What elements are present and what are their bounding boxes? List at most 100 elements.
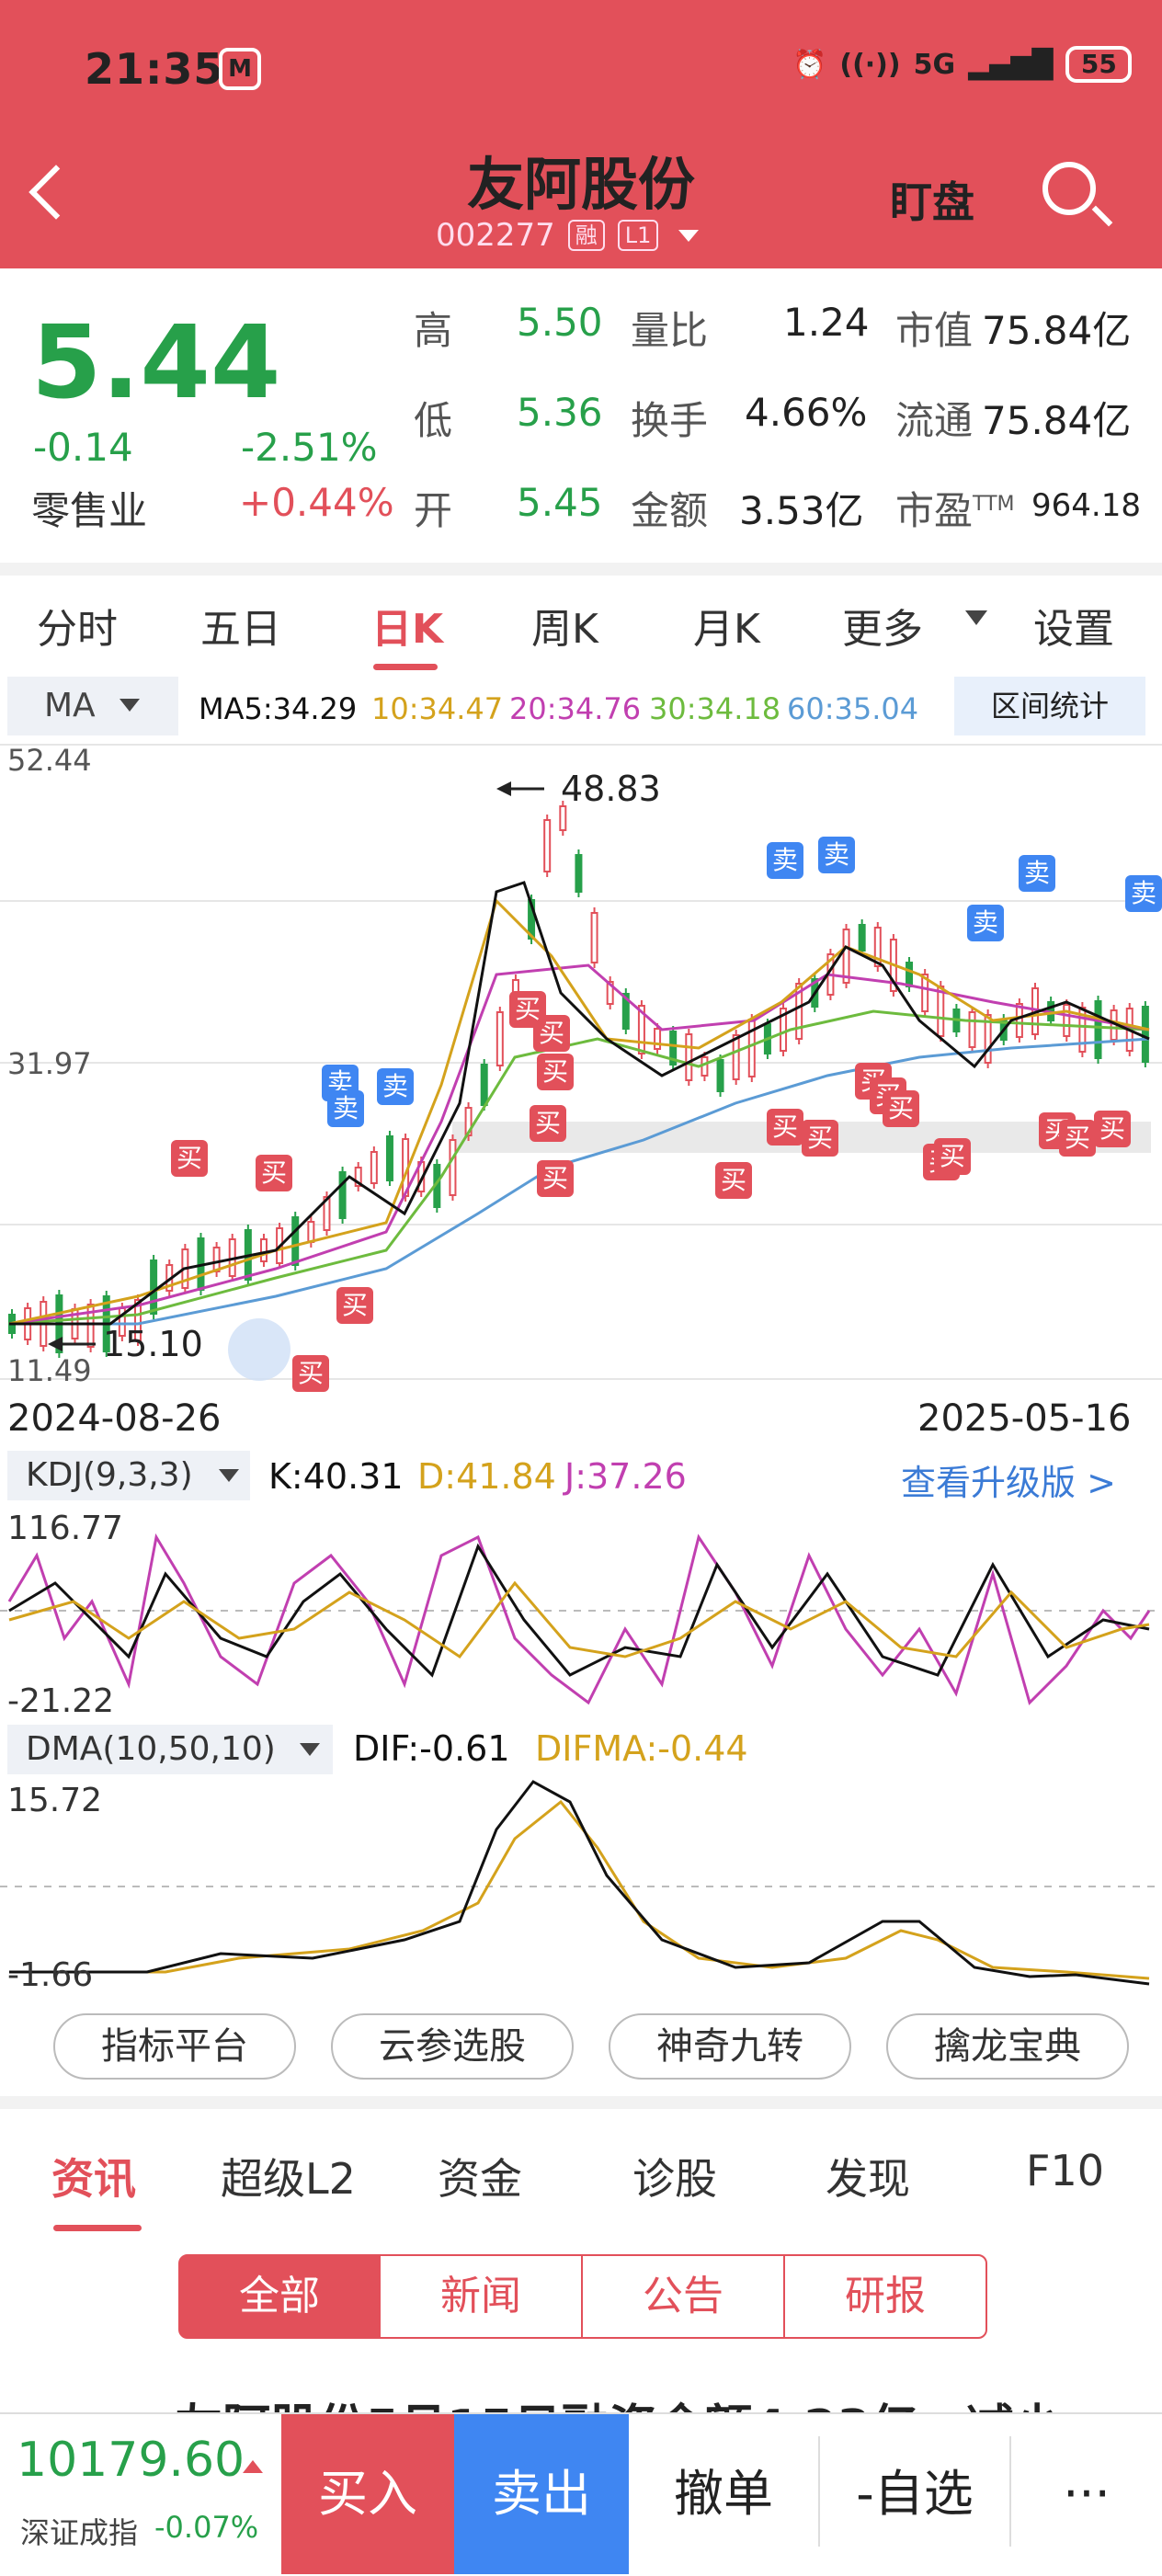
news-tab-funds[interactable]: 资金 (438, 2154, 522, 2204)
tab-monthly-k[interactable]: 月K (693, 606, 760, 653)
buy-signal-badge[interactable]: 买 (336, 1287, 373, 1324)
news-tab-info[interactable]: 资讯 (51, 2154, 136, 2204)
current-price: 5.44 (31, 303, 281, 421)
buy-signal-badge[interactable]: 买 (533, 1015, 570, 1052)
float-label: 流通 (895, 398, 974, 443)
news-headline[interactable]: 友阿股份5月15日融资余额4.23亿，减少 (175, 2388, 1094, 2416)
magic-nine-button[interactable]: 神奇九转 (609, 2013, 851, 2080)
dma-dif: DIF:-0.61 (353, 1728, 510, 1769)
buy-signal-badge[interactable]: 买 (292, 1355, 329, 1392)
kline-high-mark: 48.83 (561, 769, 661, 809)
buy-signal-badge[interactable]: 买 (530, 1105, 566, 1142)
sell-signal-badge[interactable]: 卖 (1125, 875, 1162, 912)
buy-signal-badge[interactable]: 买 (171, 1140, 208, 1177)
kdj-chart[interactable] (0, 1500, 1162, 1721)
kdj-selector-button[interactable]: KDJ(9,3,3) (7, 1451, 250, 1500)
stock-code-row[interactable]: 002277 融 L1 (436, 217, 700, 254)
watchlist-button[interactable]: -自选 (856, 2465, 974, 2523)
cancel-order-button[interactable]: 撤单 (674, 2465, 773, 2523)
tab-five-day[interactable]: 五日 (200, 606, 281, 653)
pe-value: 964.18 (1031, 487, 1141, 524)
buy-signal-badge[interactable]: 买 (509, 991, 546, 1028)
tab-daily-k[interactable]: 日K (371, 606, 444, 653)
watch-mode-button[interactable]: 盯盘 (890, 177, 974, 227)
buy-signal-badge[interactable]: 买 (883, 1090, 919, 1127)
sell-signal-badge[interactable]: 卖 (767, 842, 803, 879)
kline-low-mark: 15.10 (103, 1324, 203, 1364)
candle-body (528, 899, 536, 940)
candle-body (654, 1028, 662, 1050)
buy-signal-badge[interactable]: 买 (715, 1162, 752, 1199)
margin-tag: 融 (567, 220, 605, 251)
sell-signal-badge[interactable]: 卖 (967, 905, 1004, 941)
kline-chart[interactable] (0, 735, 1162, 1397)
ma10-line (8, 898, 1150, 1326)
buy-signal-badge[interactable]: 买 (767, 1109, 803, 1146)
candle-body (543, 819, 552, 872)
tab-weekly-k[interactable]: 周K (531, 606, 598, 653)
float-value: 75.84亿 (982, 398, 1132, 443)
low-value: 5.36 (517, 390, 603, 435)
index-value[interactable]: 10179.60 (17, 2433, 245, 2488)
sell-button[interactable]: 卖出 (454, 2414, 629, 2574)
tab-intraday[interactable]: 分时 (37, 606, 118, 653)
candle-body (780, 1008, 788, 1052)
chevron-down-icon (300, 1743, 320, 1756)
news-tab-f10[interactable]: F10 (1026, 2146, 1104, 2195)
candle-body (795, 983, 803, 1040)
divider (0, 2096, 1162, 2109)
chevron-down-icon[interactable] (965, 610, 987, 625)
index-name: 深证成指 (20, 2515, 139, 2550)
sell-signal-badge[interactable]: 卖 (327, 1090, 364, 1127)
status-time: 21:35 (85, 44, 224, 94)
turnover-value: 4.66% (745, 390, 868, 435)
industry-name[interactable]: 零售业 (31, 488, 148, 533)
news-tab-diagnose[interactable]: 诊股 (632, 2154, 717, 2204)
kdj-j-line (7, 1533, 1151, 1705)
page-title: 友阿股份 (466, 151, 695, 218)
buy-signal-badge[interactable]: 买 (537, 1054, 574, 1090)
segment-news[interactable]: 新闻 (379, 2254, 583, 2339)
chevron-down-icon[interactable] (678, 229, 700, 242)
segment-all[interactable]: 全部 (178, 2254, 381, 2339)
ma-selector-button[interactable]: MA (7, 677, 178, 735)
candle-body (212, 1247, 221, 1272)
sell-signal-badge[interactable]: 卖 (1019, 855, 1055, 892)
arrow-up-icon (243, 2460, 263, 2473)
indicator-platform-button[interactable]: 指标平台 (53, 2013, 296, 2080)
wifi-icon: ((·)) (839, 48, 901, 81)
battery-icon: 55 (1065, 46, 1133, 83)
buy-signal-badge[interactable]: 买 (1059, 1120, 1096, 1157)
buy-signal-badge[interactable]: 买 (1094, 1111, 1131, 1147)
interval-stats-button[interactable]: 区间统计 (954, 677, 1145, 735)
more-button[interactable]: ··· (1063, 2465, 1111, 2523)
buy-signal-badge[interactable]: 买 (537, 1160, 574, 1197)
segment-announcements[interactable]: 公告 (581, 2254, 785, 2339)
segment-research[interactable]: 研报 (783, 2254, 987, 2339)
expand-icon[interactable] (228, 1318, 290, 1381)
candle-body (732, 1034, 740, 1080)
dragon-guide-button[interactable]: 擒龙宝典 (886, 2013, 1129, 2080)
candle-body (701, 1056, 709, 1077)
dma-chart[interactable] (0, 1774, 1162, 1995)
news-tab-l2[interactable]: 超级L2 (221, 2154, 356, 2204)
candle-body (291, 1216, 300, 1266)
cloud-stock-picker-button[interactable]: 云参选股 (331, 2013, 574, 2080)
candle-body (575, 854, 583, 893)
news-tab-discover[interactable]: 发现 (826, 2154, 910, 2204)
buy-signal-badge[interactable]: 买 (934, 1138, 971, 1175)
candle-body (1063, 1004, 1071, 1037)
buy-signal-badge[interactable]: 买 (256, 1155, 292, 1191)
sell-signal-badge[interactable]: 卖 (818, 837, 855, 873)
tab-more[interactable]: 更多 (842, 606, 923, 653)
dma-selector-button[interactable]: DMA(10,50,10) (7, 1725, 333, 1774)
upgrade-link[interactable]: 查看升级版 > (901, 1463, 1116, 1503)
candle-body (307, 1221, 315, 1243)
buy-button[interactable]: 买入 (281, 2414, 454, 2574)
low-marker (48, 1337, 96, 1351)
search-icon[interactable] (1042, 162, 1096, 215)
tab-settings[interactable]: 设置 (1033, 606, 1114, 653)
divider (818, 2436, 820, 2547)
sell-signal-badge[interactable]: 卖 (377, 1068, 414, 1105)
buy-signal-badge[interactable]: 买 (802, 1120, 838, 1157)
